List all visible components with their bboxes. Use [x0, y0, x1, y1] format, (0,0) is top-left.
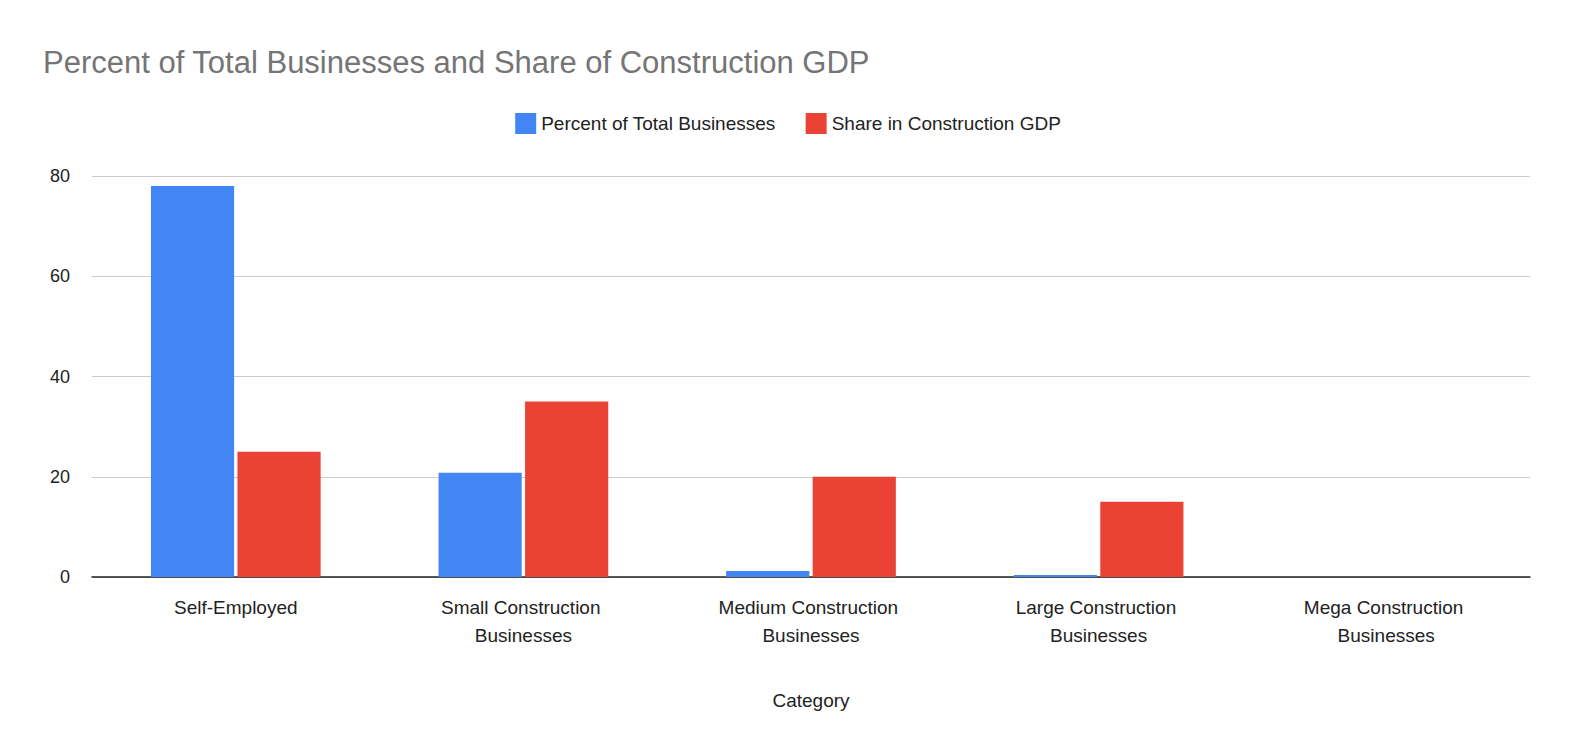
svg-text:Large Construction: Large Construction [1016, 597, 1182, 618]
svg-text:Category: Category [772, 690, 850, 711]
svg-text:Businesses: Businesses [1338, 625, 1435, 646]
svg-text:20: 20 [50, 467, 70, 487]
svg-text:40: 40 [50, 367, 70, 387]
svg-text:Percent of Total Businesses: Percent of Total Businesses [541, 113, 775, 134]
svg-text:Self-Employed: Self-Employed [174, 597, 298, 618]
svg-text:0: 0 [60, 567, 70, 587]
svg-text:Mega Construction: Mega Construction [1304, 597, 1469, 618]
svg-text:60: 60 [50, 266, 70, 286]
svg-text:Businesses: Businesses [475, 625, 572, 646]
svg-text:Small Construction: Small Construction [441, 597, 606, 618]
svg-text:Percent of Total Businesses an: Percent of Total Businesses and Share of… [43, 45, 870, 80]
svg-text:Businesses: Businesses [1050, 625, 1147, 646]
svg-text:80: 80 [50, 166, 70, 186]
svg-text:Share in Construction GDP: Share in Construction GDP [832, 113, 1061, 134]
svg-text:Medium Construction: Medium Construction [719, 597, 904, 618]
svg-text:Businesses: Businesses [762, 625, 859, 646]
